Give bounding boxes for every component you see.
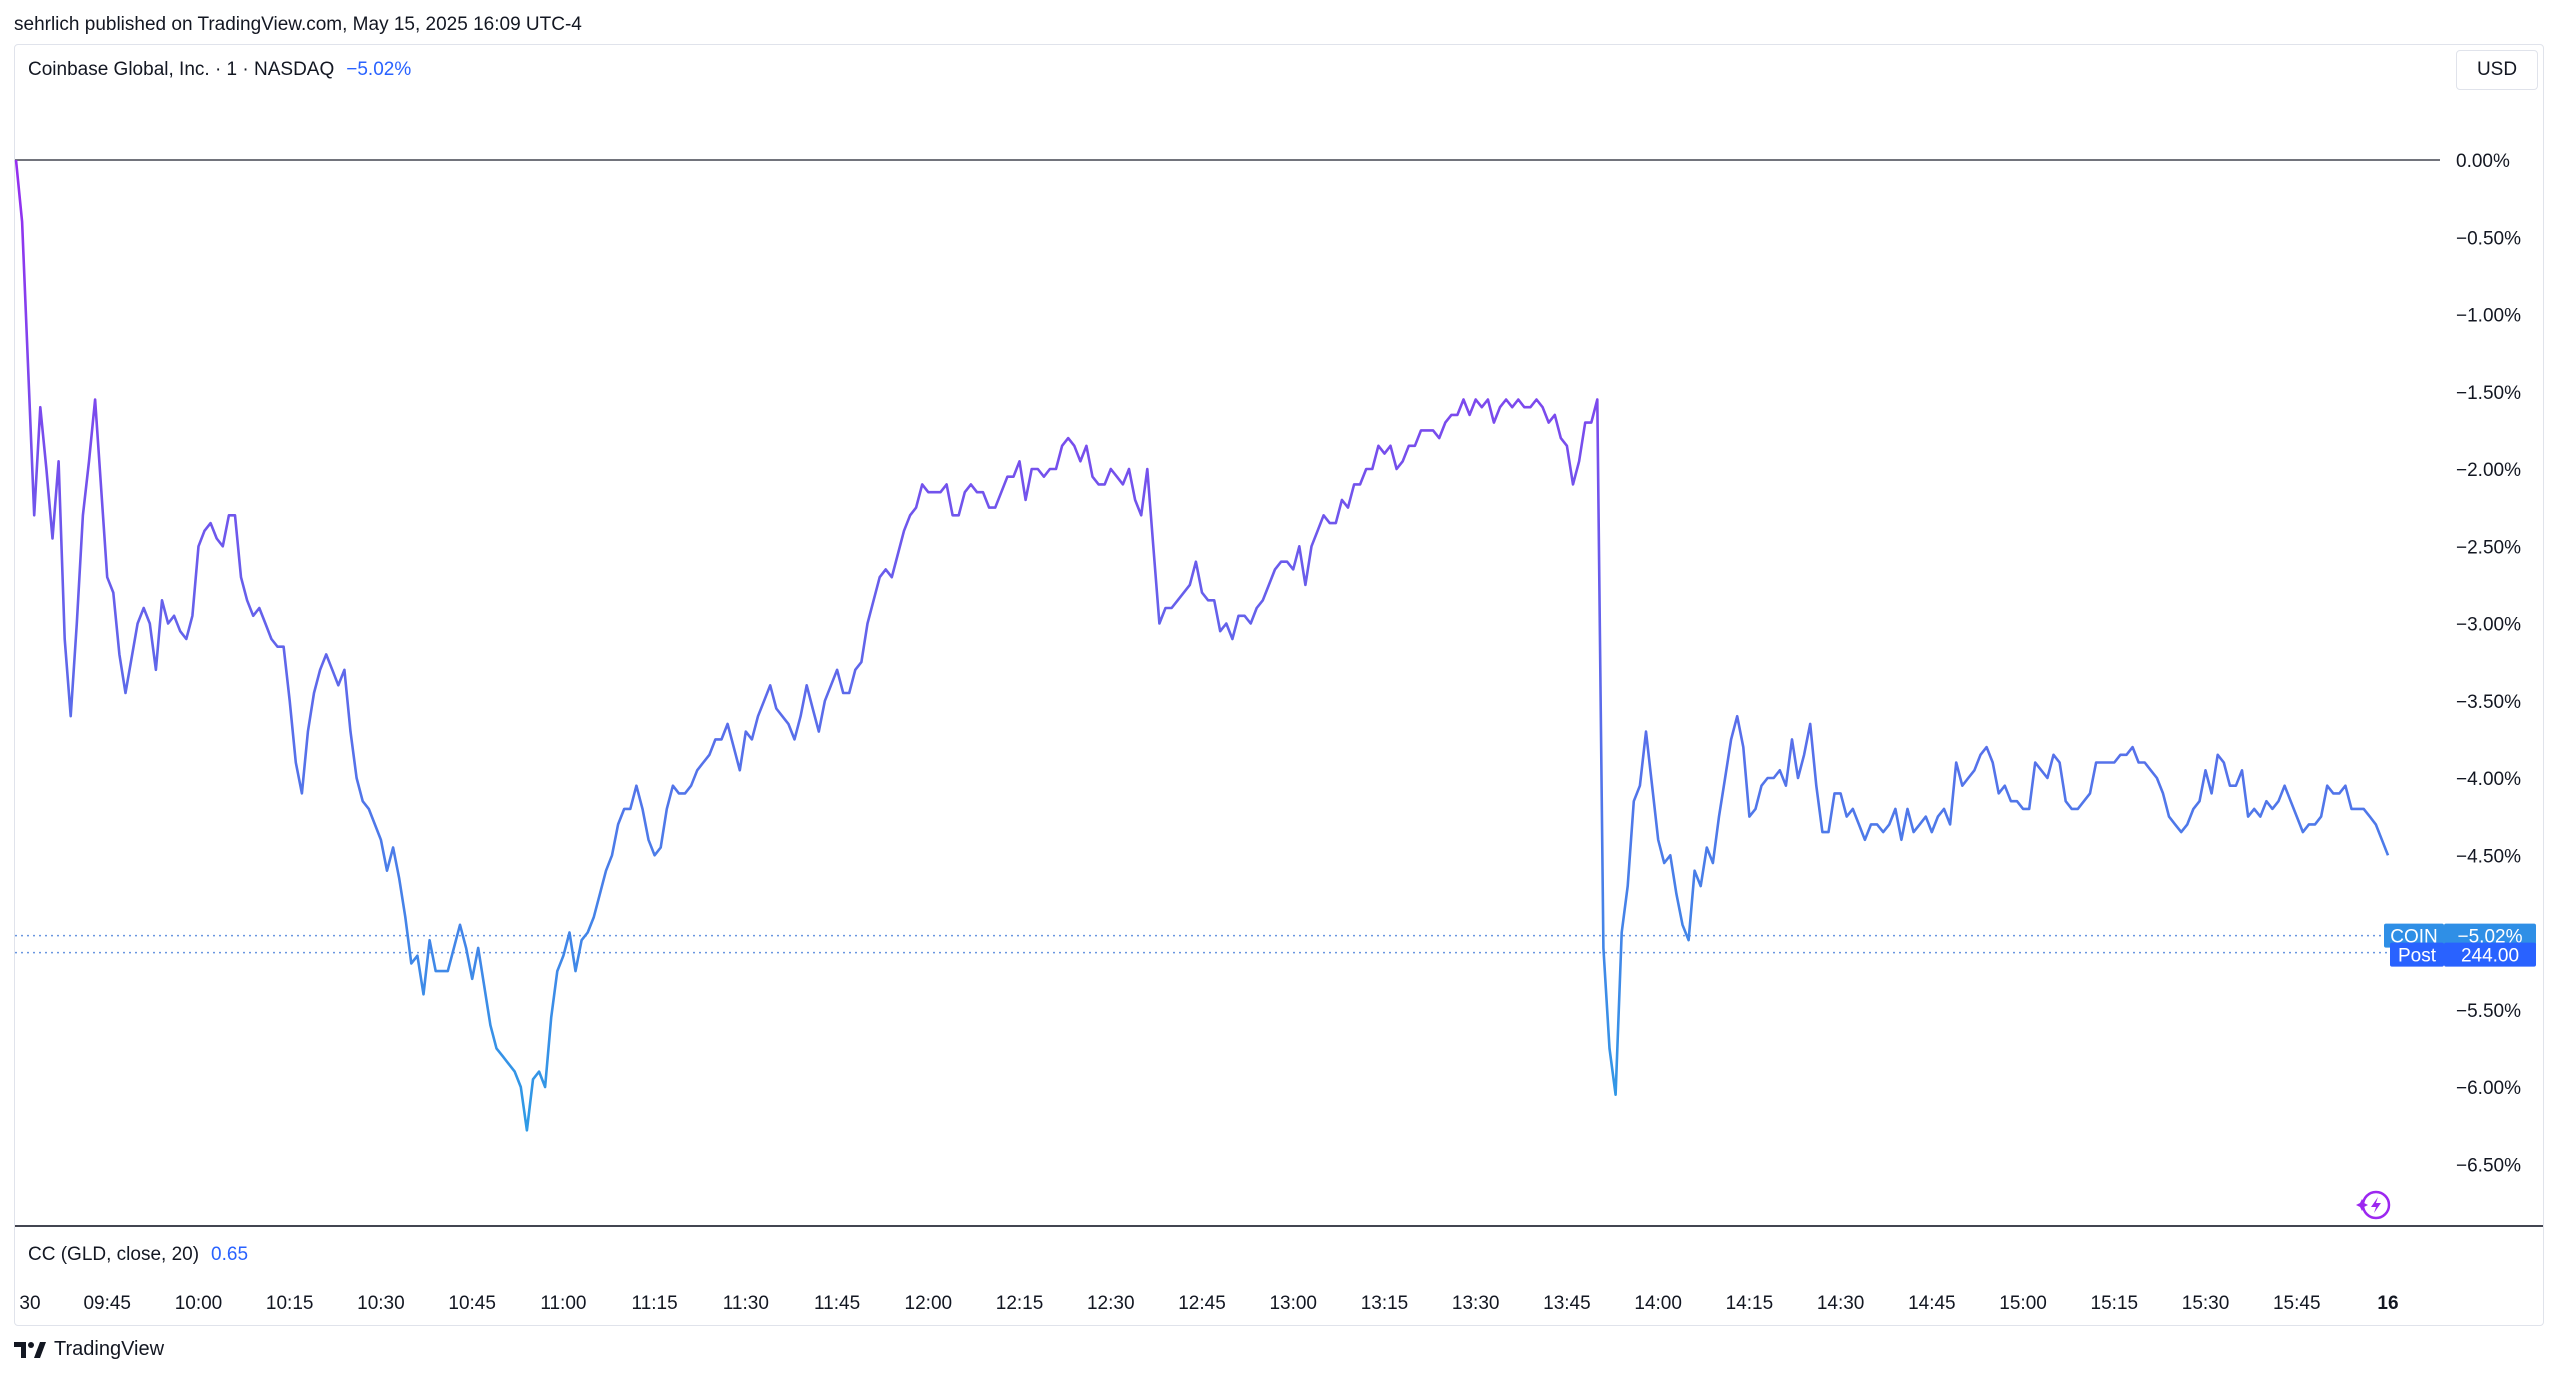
chart-frame[interactable] <box>14 44 2544 1326</box>
indicator-value: 0.65 <box>211 1244 249 1265</box>
tradingview-logo[interactable]: TradingView <box>14 1338 164 1361</box>
pane-separator[interactable] <box>15 1225 2543 1227</box>
tradingview-logo-text: TradingView <box>54 1338 165 1360</box>
currency-button[interactable]: USD <box>2456 50 2538 90</box>
chart-legend[interactable]: Coinbase Global, Inc. · 1 · NASDAQ −5.02… <box>28 59 411 81</box>
symbol-change: −5.02% <box>346 59 412 80</box>
tradingview-logo-icon <box>14 1341 46 1358</box>
indicator-legend[interactable]: CC (GLD, close, 20) 0.65 <box>28 1244 248 1266</box>
indicator-name: CC (GLD, close, 20) <box>28 1244 200 1265</box>
published-caption: sehrlich published on TradingView.com, M… <box>14 14 582 35</box>
symbol-title: Coinbase Global, Inc. · 1 · NASDAQ <box>28 59 335 80</box>
